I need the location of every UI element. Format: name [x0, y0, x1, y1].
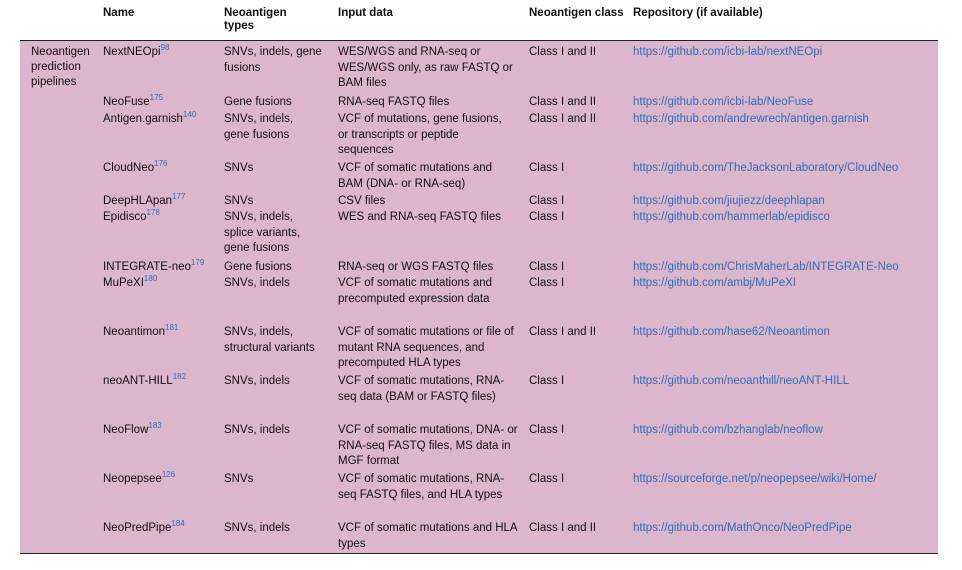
reference-number[interactable]: 126 [161, 470, 176, 479]
neoantigen-types: Gene fusions [224, 261, 292, 273]
tool-name: neoANT-HILL182 [103, 372, 187, 388]
reference-number[interactable]: 177 [172, 192, 186, 201]
reference-number[interactable]: 178 [146, 208, 160, 217]
group-label: Neoantigen prediction pipelines [31, 46, 90, 88]
repository-link[interactable]: https://github.com/hammerlab/epidisco [633, 211, 830, 223]
neoantigen-types: Gene fusions [224, 96, 292, 108]
repository-link[interactable]: https://github.com/icbi-lab/nextNEOpi [633, 46, 823, 58]
repository-link[interactable]: https://github.com/MathOnco/NeoPredPipe [633, 522, 852, 534]
neoantigen-class: Class I and II [529, 522, 597, 534]
header-input: Input data [338, 7, 393, 19]
neoantigen-class: Class I [529, 375, 565, 387]
reference-number[interactable]: 180 [143, 274, 158, 283]
repository-link[interactable]: https://github.com/hase62/Neoantimon [633, 326, 830, 338]
tool-name: NeoFuse175 [103, 93, 164, 109]
tool-name: INTEGRATE-neo179 [103, 258, 205, 274]
tool-name: NeoFlow183 [103, 421, 162, 437]
neoantigen-class: Class I and II [529, 46, 597, 58]
input-data: VCF of somatic mutations and HLA types [338, 522, 517, 550]
neoantigen-types: SNVs, indels [224, 424, 290, 436]
neoantigen-class: Class I and II [529, 96, 597, 108]
neoantigen-types: SNVs [224, 195, 254, 207]
input-data: VCF of somatic mutations, RNA-seq data (… [338, 375, 505, 403]
neoantigen-class: Class I [529, 424, 565, 436]
neoantigen-types: SNVs [224, 162, 254, 174]
repository-link[interactable]: https://sourceforge.net/p/neopepsee/wiki… [633, 473, 877, 485]
header-class: Neoantigen class [529, 7, 624, 19]
input-data: VCF of somatic mutations or file of muta… [338, 326, 514, 369]
tool-name: CloudNeo176 [103, 159, 168, 175]
neoantigen-class: Class I [529, 162, 565, 174]
neoantigen-class: Class I [529, 211, 565, 223]
repository-link[interactable]: https://github.com/andrewrech/antigen.ga… [633, 113, 869, 125]
input-data: WES and RNA-seq FASTQ files [338, 211, 501, 223]
reference-number[interactable]: 98 [160, 43, 170, 52]
neoantigen-class: Class I [529, 195, 565, 207]
neoantigen-types: SNVs, indels, structural variants [224, 326, 315, 354]
neoantigen-types: SNVs, indels [224, 277, 290, 289]
neoantigen-class: Class I [529, 261, 565, 273]
neoantigen-types: SNVs, indels, gene fusions [224, 46, 322, 74]
tool-name: Neopepsee126 [103, 470, 176, 486]
reference-number[interactable]: 184 [171, 519, 185, 528]
tool-name: NeoPredPipe184 [103, 519, 185, 535]
neoantigen-class: Class I and II [529, 326, 597, 338]
table-header: Name Neoantigen types Input data Neoanti… [20, 0, 938, 41]
header-repository: Repository (if available) [633, 7, 763, 19]
input-data: VCF of somatic mutations, DNA- or RNA-se… [338, 424, 518, 467]
tool-name: Neoantimon181 [103, 323, 179, 339]
neoantigen-types: SNVs, indels, gene fusions [224, 113, 294, 141]
input-data: CSV files [338, 195, 386, 207]
neoantigen-types: SNVs, indels, splice variants, gene fusi… [224, 211, 301, 254]
tool-name: DeepHLApan177 [103, 192, 186, 208]
tool-name: NextNEOpi98 [103, 43, 170, 59]
reference-number[interactable]: 183 [148, 421, 162, 430]
repository-link[interactable]: https://github.com/jiujiezz/deephlapan [633, 195, 825, 207]
reference-number[interactable]: 175 [149, 93, 164, 102]
input-data: VCF of somatic mutations and BAM (DNA- o… [338, 162, 493, 190]
repository-link[interactable]: https://github.com/TheJacksonLaboratory/… [633, 162, 899, 174]
neoantigen-class: Class I [529, 277, 565, 289]
neoantigen-pipelines-table: Name Neoantigen types Input data Neoanti… [20, 0, 938, 554]
repository-link[interactable]: https://github.com/bzhanglab/neoflow [633, 424, 823, 436]
input-data: RNA-seq or WGS FASTQ files [338, 261, 494, 273]
header-types: Neoantigen types [224, 7, 287, 32]
input-data: RNA-seq FASTQ files [338, 96, 450, 108]
reference-number[interactable]: 182 [172, 372, 187, 381]
neoantigen-types: SNVs [224, 473, 254, 485]
input-data: WES/WGS and RNA-seq or WES/WGS only, as … [338, 46, 513, 89]
neoantigen-class: Class I and II [529, 113, 597, 125]
tool-name: Epidisco178 [103, 208, 160, 224]
tool-name: MuPeXI180 [103, 274, 158, 290]
reference-number[interactable]: 179 [190, 258, 205, 267]
input-data: VCF of somatic mutations, RNA-seq FASTQ … [338, 473, 505, 501]
neoantigen-types: SNVs, indels [224, 375, 290, 387]
table-body: Neoantigen prediction pipelines NextNEOp… [20, 41, 938, 554]
reference-number[interactable]: 176 [154, 159, 168, 168]
reference-number[interactable]: 181 [165, 323, 179, 332]
repository-link[interactable]: https://github.com/ambj/MuPeXI [633, 277, 796, 289]
repository-link[interactable]: https://github.com/ChrisMaherLab/INTEGRA… [633, 261, 899, 273]
neoantigen-types: SNVs, indels [224, 522, 290, 534]
neoantigen-class: Class I [529, 473, 565, 485]
reference-number[interactable]: 140 [182, 110, 197, 119]
tool-name: Antigen.garnish140 [103, 110, 197, 126]
repository-link[interactable]: https://github.com/neoanthill/neoANT-HIL… [633, 375, 850, 387]
repository-link[interactable]: https://github.com/icbi-lab/NeoFuse [633, 96, 814, 108]
input-data: VCF of mutations, gene fusions, or trans… [338, 113, 502, 156]
header-name: Name [103, 7, 135, 19]
input-data: VCF of somatic mutations and precomputed… [338, 277, 493, 305]
